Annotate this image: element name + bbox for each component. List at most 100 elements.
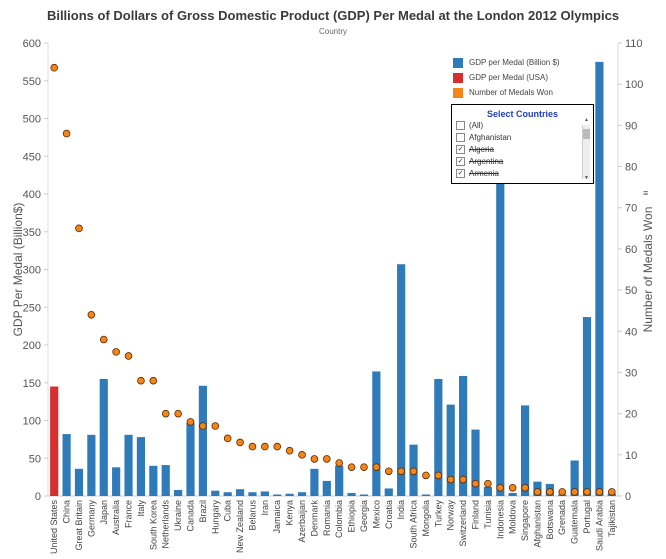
bar <box>174 489 183 496</box>
medal-dot <box>595 488 604 496</box>
checkbox[interactable] <box>456 132 465 142</box>
checkbox[interactable]: ✓ <box>456 168 465 178</box>
y-tick-label: 500 <box>23 114 41 126</box>
y-tick-label: 50 <box>29 453 41 465</box>
medal-dot <box>261 442 269 451</box>
scroll-thumb[interactable] <box>583 129 590 139</box>
medal-dot <box>508 483 517 492</box>
scroll-down-arrow-icon[interactable]: ▼ <box>584 175 589 181</box>
checkbox[interactable]: ✓ <box>456 144 465 154</box>
x-tick-label: Switzerland <box>458 500 468 547</box>
medal-dot <box>608 488 616 496</box>
filter-item-algeria[interactable]: ✓ Algeria <box>452 143 593 155</box>
x-tick-label: India <box>396 500 406 520</box>
x-tick-label: Mexico <box>371 500 381 529</box>
x-tick-label: Brazil <box>198 500 208 523</box>
bar <box>446 404 455 496</box>
x-tick-label: Colombia <box>334 500 344 538</box>
legend-swatch-orange <box>453 87 463 98</box>
legend-label: GDP per Medal (USA) <box>469 73 548 82</box>
x-tick-label: South Korea <box>148 500 158 550</box>
filter-item-afghanistan[interactable]: Afghanistan <box>452 131 593 143</box>
medal-dot <box>546 488 554 496</box>
filter-item-armenia[interactable]: ✓ Armenia <box>452 167 593 179</box>
y2-tick-label: 70 <box>625 203 637 215</box>
y-tick-label: 300 <box>23 265 41 277</box>
bar <box>74 468 84 496</box>
bar <box>260 491 269 496</box>
x-tick-label: Belarus <box>247 500 257 531</box>
x-tick-label: Hungary <box>210 500 220 535</box>
medal-dot <box>236 438 244 447</box>
medal-dot <box>87 310 96 319</box>
medal-dot <box>558 488 567 496</box>
y-axis-title: GDP Per Medal (Billion$) <box>11 203 25 337</box>
medal-dot <box>583 488 591 496</box>
legend-item-gdp-usa[interactable]: GDP per Medal (USA) <box>453 70 560 85</box>
medal-dot <box>161 409 170 418</box>
y-tick-label: 0 <box>35 491 41 503</box>
legend-swatch-blue <box>453 57 463 68</box>
checkbox[interactable]: ✓ <box>456 156 465 166</box>
y2-tick-label: 30 <box>625 367 637 379</box>
x-tick-label: Saudi Arabia <box>594 500 604 551</box>
x-tick-label: Jamaica <box>272 500 282 534</box>
x-tick-label: China <box>62 500 72 524</box>
bar <box>297 492 307 496</box>
y2-tick-label: 50 <box>625 285 637 297</box>
axis-sort-icon[interactable]: ≡ <box>643 188 649 198</box>
filter-title: Select Countries <box>486 109 559 119</box>
medal-dot <box>409 467 418 476</box>
medal-dot <box>62 129 71 138</box>
x-tick-label: Denmark <box>309 500 319 537</box>
x-tick-label: Indonesia <box>495 500 505 539</box>
bar <box>87 434 96 496</box>
y2-axis-title: Number of Medals Won <box>641 207 655 333</box>
bar <box>310 468 319 496</box>
medal-dot <box>397 467 405 476</box>
x-tick-label: Norway <box>446 500 456 531</box>
y-tick-label: 600 <box>23 38 41 50</box>
bar <box>124 434 133 496</box>
x-tick-label: Cuba <box>223 500 233 522</box>
legend-item-gdp-per-medal[interactable]: GDP per Medal (Billion $) <box>453 55 560 70</box>
filter-item-argentina[interactable]: ✓ Argentina <box>452 155 593 167</box>
bar <box>372 371 381 496</box>
y2-tick-label: 20 <box>625 409 637 421</box>
bar <box>483 486 492 496</box>
x-tick-label: Canada <box>186 500 196 532</box>
medal-dot <box>533 488 542 496</box>
medal-dot <box>50 63 58 72</box>
medal-dot <box>199 422 207 430</box>
x-tick-label: Tajikistan <box>607 500 617 537</box>
x-tick-label: Singapore <box>520 500 530 541</box>
x-tick-label: Grenada <box>557 500 567 535</box>
filter-item-label: Algeria <box>469 144 494 154</box>
x-tick-label: Netherlands <box>161 500 171 549</box>
filter-item-all[interactable]: (All) <box>452 119 593 131</box>
bar <box>136 437 146 496</box>
x-tick-label: Botswana <box>545 500 555 540</box>
bar <box>99 378 108 496</box>
medal-dot <box>285 446 294 455</box>
x-tick-label: Germany <box>86 500 96 538</box>
x-tick-label: Iran <box>260 500 270 516</box>
bar <box>186 422 195 496</box>
medal-dot <box>335 459 343 467</box>
x-tick-label: Japan <box>99 500 109 525</box>
filter-scrollbar[interactable]: ▲ ▼ <box>582 117 590 181</box>
bar <box>384 488 393 496</box>
scroll-up-arrow-icon[interactable]: ▲ <box>584 117 589 123</box>
bar <box>161 465 170 496</box>
bar <box>50 386 59 496</box>
x-tick-label: Ethiopia <box>347 500 357 533</box>
medal-dot <box>496 483 505 492</box>
y2-tick-label: 90 <box>625 120 637 132</box>
y-tick-label: 350 <box>23 227 41 239</box>
x-tick-label: Portugal <box>582 500 592 534</box>
legend-label: GDP per Medal (Billion $) <box>469 58 560 67</box>
country-filter: Select Countries (All) Afghanistan ✓ Alg… <box>451 104 594 184</box>
checkbox[interactable] <box>456 120 465 130</box>
bar <box>248 492 257 496</box>
legend-item-medals[interactable]: Number of Medals Won <box>453 85 560 100</box>
